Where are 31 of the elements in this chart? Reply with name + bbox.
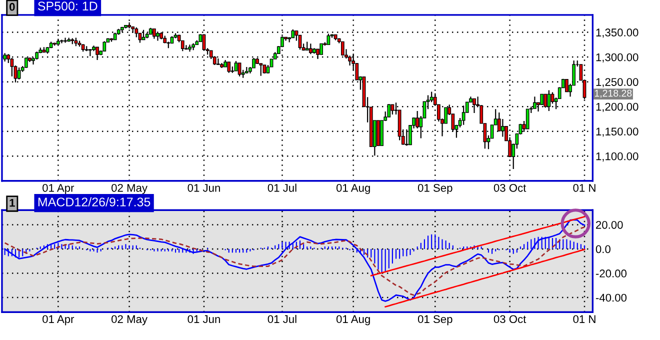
chart-title: MACD12/26/9:17.35 bbox=[38, 197, 150, 206]
x-tick-label: 01 Aug bbox=[336, 184, 370, 194]
x-tick-label: 01 Apr bbox=[42, 315, 74, 326]
x-tick-label: 02 May bbox=[112, 315, 148, 326]
y-tick-label: 1,100.00 bbox=[596, 152, 638, 162]
chart-title: SP500: 1D bbox=[38, 2, 98, 10]
text: 1 bbox=[10, 198, 15, 207]
x-tick-label: 01 Apr bbox=[42, 184, 74, 194]
y-tick-label: 1,150.00 bbox=[596, 128, 638, 137]
y-tick-label: 1,350.00 bbox=[596, 28, 638, 38]
y-tick-label: 0.0 bbox=[596, 245, 610, 254]
y-tick-label: -40.00 bbox=[596, 294, 627, 302]
y-tick-label: 20.00 bbox=[596, 220, 623, 229]
y-tick-label: 1,300.00 bbox=[596, 53, 638, 63]
x-tick-label: 01 Jul bbox=[268, 314, 296, 324]
x-tick-label: 01 Aug bbox=[336, 315, 370, 326]
y-tick-label: 1,250.00 bbox=[596, 78, 638, 88]
x-tick-label: 01 Jun bbox=[188, 184, 220, 192]
y-tick-label: 1,200.00 bbox=[596, 102, 638, 112]
x-tick-label: 01 Jun bbox=[188, 315, 220, 324]
x-tick-label: 03 Oct bbox=[494, 315, 526, 324]
annotation: 1,218.28 bbox=[594, 90, 632, 98]
x-tick-label: 01 Jul bbox=[268, 184, 296, 192]
x-tick-label: 01 N bbox=[573, 315, 596, 324]
y-tick-label: -20.00 bbox=[596, 270, 627, 278]
x-tick-label: 03 Oct bbox=[494, 184, 526, 192]
text: 0 bbox=[10, 2, 15, 11]
x-tick-label: 01 N bbox=[573, 184, 596, 192]
x-tick-label: 01 Sep bbox=[418, 315, 452, 326]
x-tick-label: 02 May bbox=[112, 184, 148, 194]
x-tick-label: 01 Sep bbox=[418, 184, 452, 194]
